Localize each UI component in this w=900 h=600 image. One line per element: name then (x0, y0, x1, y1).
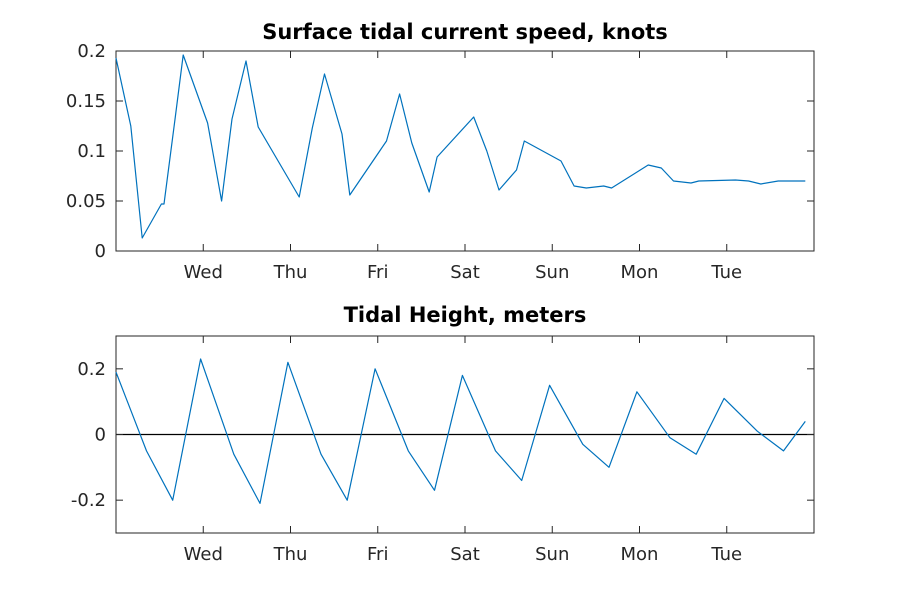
current-speed-chart: Surface tidal current speed, knots 0 0.05… (66, 20, 815, 283)
current-speed-chart-title: Surface tidal current speed, knots (262, 20, 668, 44)
current-speed-y-tick-label: 0.05 (66, 191, 106, 212)
tidal-height-y-tick-label: 0.2 (77, 359, 106, 380)
current-speed-y-tick-label: 0.2 (77, 41, 106, 62)
tidal-height-y-tick-label: 0 (95, 425, 106, 446)
tidal-height-x-tick-label: Sat (450, 544, 480, 565)
tidal-height-x-tick-label: Wed (184, 544, 223, 565)
tidal-height-x-tick-label: Mon (621, 544, 659, 565)
tidal-height-x-tick-label: Tue (710, 544, 742, 565)
current-speed-x-tick-label: Fri (367, 262, 388, 283)
current-speed-y-tick-label: 0.1 (77, 141, 106, 162)
tidal-height-x-tick-label: Fri (367, 544, 388, 565)
current-speed-y-tick-label: 0.15 (66, 91, 106, 112)
current-speed-x-tick-label: Wed (184, 262, 223, 283)
tidal-height-y-tick-label: -0.2 (71, 490, 106, 511)
tidal-height-series-line (115, 358, 806, 504)
current-speed-x-tick-label: Mon (621, 262, 659, 283)
current-speed-x-tick-label: Sun (535, 262, 569, 283)
current-speed-x-tick-label: Tue (710, 262, 742, 283)
current-speed-x-tick-label: Thu (273, 262, 308, 283)
tidal-height-chart-title: Tidal Height, meters (344, 303, 587, 327)
tidal-height-chart: Tidal Height, meters -0.2 0 0.2 Wed Thu Fri Sa… (71, 303, 815, 565)
tidal-height-x-tick-label: Sun (535, 544, 569, 565)
tidal-height-x-tick-label: Thu (273, 544, 308, 565)
current-speed-plot-area (115, 50, 815, 252)
current-speed-series-line (115, 54, 806, 239)
current-speed-y-tick-label: 0 (95, 241, 106, 262)
current-speed-x-tick-label: Sat (450, 262, 480, 283)
